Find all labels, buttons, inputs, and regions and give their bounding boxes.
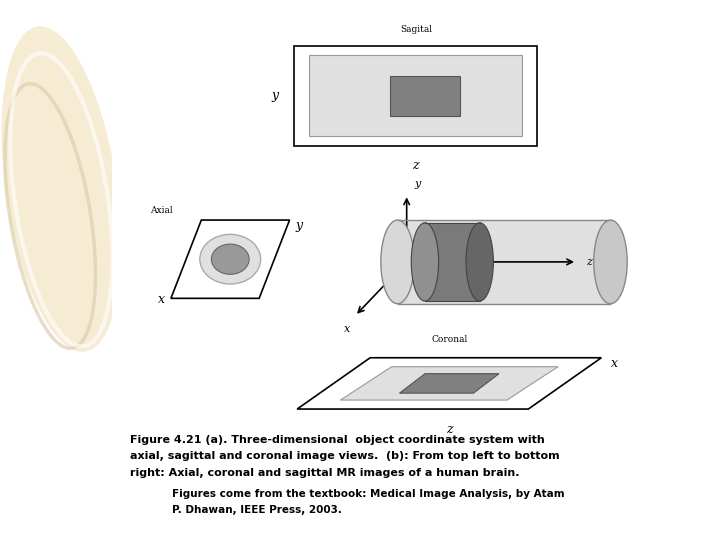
Text: axial, sagittal and coronal image views.  (b): From top left to bottom: axial, sagittal and coronal image views.… — [130, 451, 559, 461]
Text: y: y — [271, 89, 279, 103]
Ellipse shape — [200, 234, 261, 284]
Text: Sagital: Sagital — [400, 25, 432, 34]
Text: z: z — [446, 422, 453, 436]
Ellipse shape — [381, 220, 414, 303]
Text: Figure 4.21 (a). Three-dimensional  object coordinate system with: Figure 4.21 (a). Three-dimensional objec… — [130, 435, 544, 445]
Bar — [294, 46, 537, 146]
Text: y: y — [296, 219, 303, 232]
Text: P. Dhawan, IEEE Press, 2003.: P. Dhawan, IEEE Press, 2003. — [173, 505, 342, 515]
Text: Coronal: Coronal — [431, 335, 467, 345]
Polygon shape — [341, 367, 558, 400]
Bar — [397, 220, 611, 303]
Text: Axial: Axial — [150, 206, 172, 214]
Text: y: y — [414, 179, 420, 190]
Polygon shape — [171, 220, 289, 298]
Polygon shape — [400, 374, 499, 393]
Text: x: x — [158, 293, 165, 306]
Text: Figures come from the textbook: Medical Image Analysis, by Atam: Figures come from the textbook: Medical … — [173, 489, 565, 498]
Text: x: x — [611, 356, 618, 370]
Text: x: x — [344, 324, 350, 334]
Text: z: z — [413, 159, 419, 172]
Bar — [310, 56, 522, 137]
Ellipse shape — [1, 26, 121, 352]
Bar — [425, 222, 480, 301]
Ellipse shape — [411, 222, 438, 301]
Text: right: Axial, coronal and sagittal MR images of a human brain.: right: Axial, coronal and sagittal MR im… — [130, 468, 519, 477]
Ellipse shape — [212, 244, 249, 274]
Text: z: z — [586, 257, 592, 267]
Ellipse shape — [466, 222, 493, 301]
Bar — [390, 76, 460, 116]
Ellipse shape — [594, 220, 627, 303]
Polygon shape — [297, 358, 601, 409]
